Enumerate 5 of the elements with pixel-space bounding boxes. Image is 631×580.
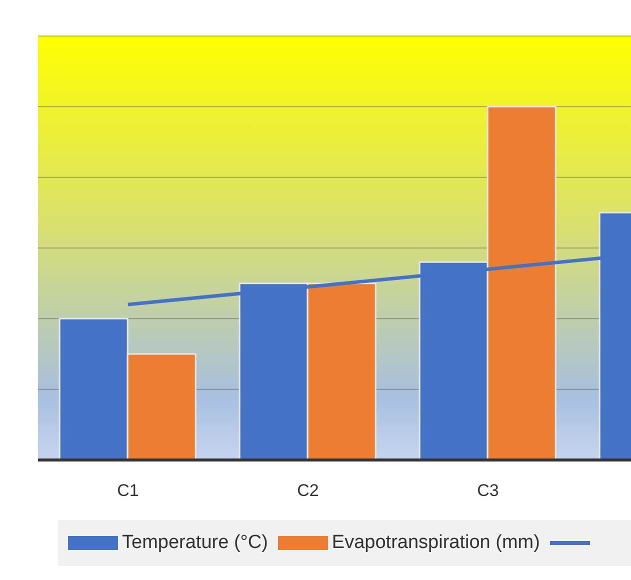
x-tick-label: C2	[297, 481, 319, 500]
text: Temperature (°C)	[122, 532, 268, 554]
legend-label: Evapotranspiration (mm)	[332, 532, 540, 554]
x-tick-label: C3	[477, 481, 499, 500]
x-tick-label: C1	[117, 481, 139, 500]
